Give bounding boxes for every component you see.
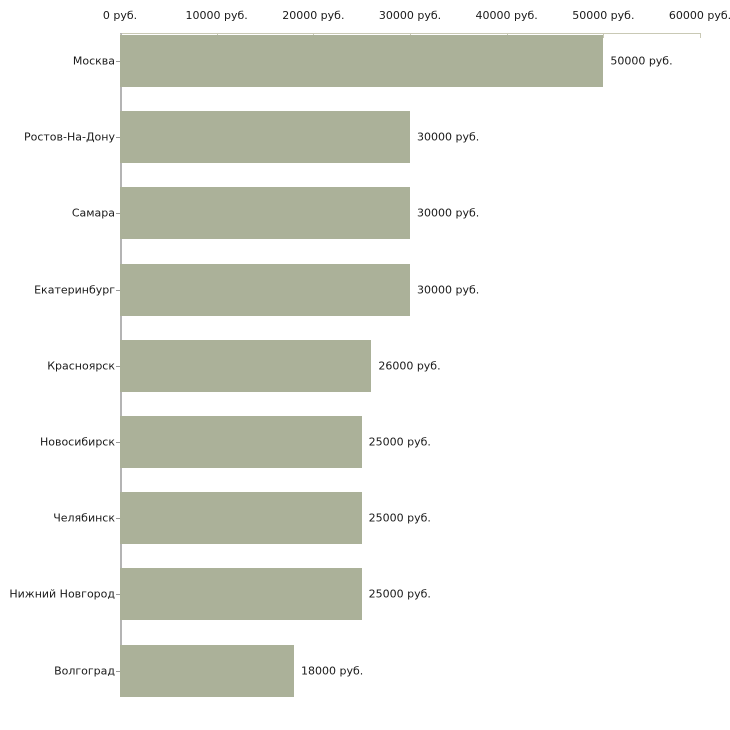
value-label: 30000 руб.: [417, 206, 480, 220]
category-tick: [116, 289, 120, 291]
bar: [120, 568, 362, 621]
category-tick: [116, 61, 120, 62]
category-tick: [116, 442, 120, 443]
x-axis-line: [120, 33, 701, 34]
category-label: Москва: [72, 54, 115, 68]
x-axis-tick-label: 30000 руб.: [378, 9, 442, 22]
value-label: 50000 руб.: [610, 54, 673, 68]
bar: [120, 111, 410, 164]
bar: [120, 187, 410, 240]
value-label: 26000 руб.: [378, 359, 441, 373]
bar: [120, 492, 362, 545]
category-tick: [116, 670, 120, 672]
category-tick: [116, 518, 120, 520]
x-axis-tick-label: 20000 руб.: [282, 9, 345, 22]
category-label: Челябинск: [53, 511, 115, 525]
category-label: Самара: [71, 206, 115, 220]
bar: [120, 339, 372, 392]
x-axis-tick-label: 50000 руб.: [572, 9, 635, 22]
category-label: Ростов-На-Дону: [23, 130, 115, 144]
value-label: 30000 руб.: [417, 283, 480, 297]
x-axis-tick: [700, 34, 701, 38]
x-axis-tick-label: 10000 руб.: [185, 9, 248, 22]
value-label: 30000 руб.: [417, 130, 480, 144]
category-tick: [116, 594, 120, 596]
x-axis-tick-label: 0 руб.: [102, 9, 138, 22]
bar: [120, 263, 410, 316]
bar: [120, 35, 604, 87]
value-label: 25000 руб.: [368, 435, 431, 449]
category-label: Волгоград: [54, 664, 115, 678]
category-label: Красноярск: [47, 359, 115, 373]
bar: [120, 644, 294, 697]
category-tick: [116, 137, 120, 139]
category-label: Нижний Новгород: [9, 587, 115, 601]
bar: [120, 416, 362, 468]
x-axis-tick-label: 40000 руб.: [475, 9, 538, 22]
value-label: 25000 руб.: [368, 511, 431, 525]
value-label: 25000 руб.: [368, 587, 431, 601]
x-axis-tick: [603, 34, 605, 38]
value-label: 18000 руб.: [301, 664, 364, 678]
x-axis-tick-label: 60000 руб.: [668, 9, 730, 22]
category-tick: [116, 365, 120, 367]
category-label: Екатеринбург: [34, 283, 115, 297]
category-tick: [116, 213, 120, 215]
category-label: Новосибирск: [39, 435, 115, 449]
